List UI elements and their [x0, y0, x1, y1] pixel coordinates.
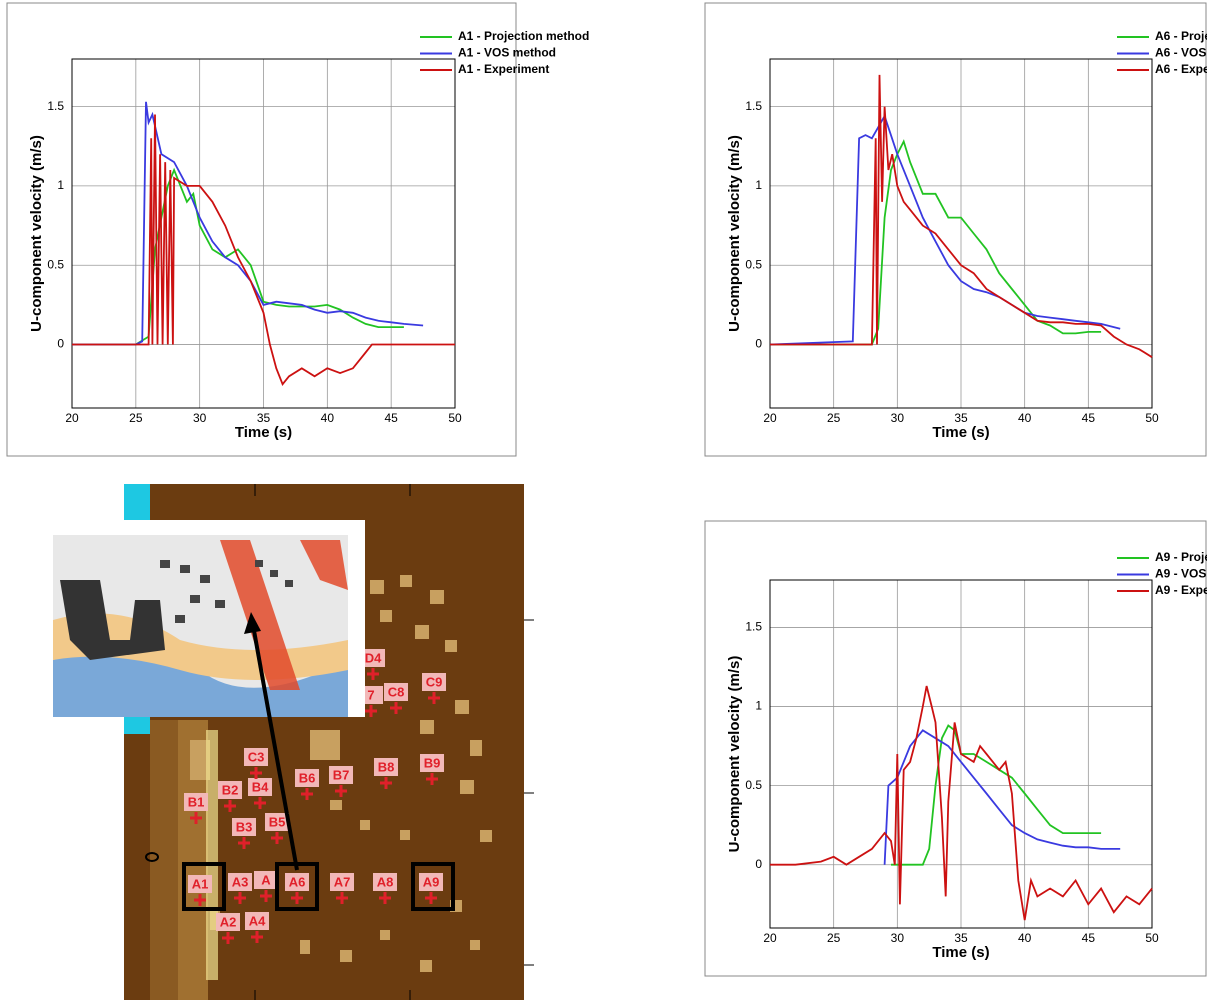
y-tick-label: 0.5 [47, 257, 64, 271]
x-tick-label: 25 [827, 411, 841, 425]
probe-label: A8 [377, 874, 394, 889]
x-axis-label: Time (s) [932, 944, 989, 961]
x-tick-label: 45 [384, 411, 398, 425]
x-tick-label: 40 [321, 411, 335, 425]
legend-label: A6 - Experiment [1155, 62, 1207, 76]
probe-label: B5 [269, 814, 286, 829]
legend-label: A9 - Experiment [1155, 583, 1207, 597]
x-tick-label: 25 [827, 931, 841, 945]
y-tick-label: 1 [57, 178, 64, 192]
x-tick-label: 30 [891, 931, 905, 945]
legend-label: A6 - VOS method [1155, 46, 1207, 60]
x-tick-label: 50 [448, 411, 462, 425]
x-tick-label: 40 [1018, 411, 1032, 425]
x-axis-label: Time (s) [932, 424, 989, 441]
x-axis-label: Time (s) [235, 424, 292, 441]
probe-label: B4 [252, 779, 269, 794]
y-axis-label: U-component velocity (m/s) [726, 656, 743, 853]
probe-label: B8 [378, 759, 395, 774]
y-tick-label: 1.5 [745, 99, 762, 113]
chart: 2025303540455000.511.5Time (s)U-componen… [705, 3, 1207, 456]
x-tick-label: 20 [763, 931, 777, 945]
probe-label: B9 [424, 755, 441, 770]
x-tick-label: 45 [1082, 931, 1096, 945]
probe-label: A3 [232, 874, 249, 889]
x-tick-label: 20 [763, 411, 777, 425]
probe-label: A2 [220, 914, 237, 929]
y-tick-label: 0 [755, 857, 762, 871]
x-tick-label: 25 [129, 411, 143, 425]
probe-label: B1 [188, 794, 205, 809]
legend-label: A6 - Projection method [1155, 29, 1207, 43]
probe-label: A [261, 872, 271, 887]
probe-label: A4 [249, 913, 266, 928]
legend-label: A9 - Projection method [1155, 550, 1207, 564]
site-map: A1 A3 A A6 A7 A8 A9 A2 A4 B1 B2 B4 B3 B5 B6 B7 B8 B9 C3 C8 C… [53, 484, 534, 1000]
probe-label: D4 [365, 650, 382, 665]
probe-label: C8 [388, 684, 405, 699]
x-tick-label: 20 [65, 411, 79, 425]
x-tick-label: 50 [1145, 931, 1159, 945]
probe-label: A7 [334, 874, 351, 889]
probe-label: B3 [236, 819, 253, 834]
chart-frame [705, 521, 1206, 976]
legend-label: A9 - VOS method [1155, 567, 1207, 581]
probe-label: A9 [423, 874, 440, 889]
y-axis-label: U-component velocity (m/s) [726, 135, 743, 332]
y-tick-label: 0.5 [745, 257, 762, 271]
y-tick-label: 0 [755, 337, 762, 351]
y-tick-label: 0.5 [745, 778, 762, 792]
legend-label: A1 - Experiment [458, 62, 549, 76]
x-tick-label: 30 [193, 411, 207, 425]
x-tick-label: 45 [1082, 411, 1096, 425]
probe-label: A1 [192, 876, 209, 891]
y-tick-label: 1 [755, 178, 762, 192]
probe-label: B2 [222, 782, 239, 797]
x-tick-label: 50 [1145, 411, 1159, 425]
legend-label: A1 - Projection method [458, 29, 589, 43]
probe-label: 7 [367, 687, 374, 702]
probe-label: B7 [333, 767, 350, 782]
probe-label: C3 [248, 749, 265, 764]
x-tick-label: 30 [891, 411, 905, 425]
y-tick-label: 1.5 [47, 99, 64, 113]
y-tick-label: 1 [755, 699, 762, 713]
legend-label: A1 - VOS method [458, 46, 556, 60]
probe-label: C9 [426, 674, 443, 689]
y-axis-label: U-component velocity (m/s) [28, 135, 45, 332]
x-tick-label: 40 [1018, 931, 1032, 945]
probe-label: A6 [289, 874, 306, 889]
probe-label: B6 [299, 770, 316, 785]
road [206, 730, 218, 980]
figure: A1 A3 A A6 A7 A8 A9 A2 A4 B1 B2 B4 B3 B5 B6 B7 B8 B9 C3 C8 C… [0, 0, 1207, 1006]
y-tick-label: 0 [57, 337, 64, 351]
y-tick-label: 1.5 [745, 620, 762, 634]
